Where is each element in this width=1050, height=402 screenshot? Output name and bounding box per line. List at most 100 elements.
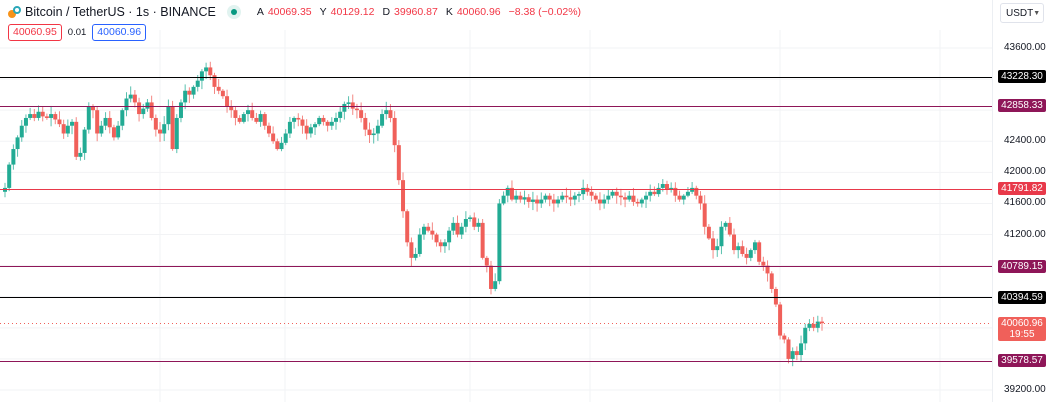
candle <box>589 186 594 202</box>
candle <box>447 226 452 251</box>
candle <box>216 79 221 95</box>
candle <box>380 109 385 128</box>
candle <box>782 333 787 344</box>
candle <box>547 193 552 207</box>
candle <box>116 121 121 140</box>
candle <box>271 126 276 144</box>
candle <box>484 255 489 273</box>
candle <box>287 116 292 138</box>
candle <box>723 221 728 231</box>
candle <box>120 108 125 131</box>
candle <box>233 107 238 126</box>
candle <box>535 195 540 212</box>
currency-dropdown[interactable]: USDT ▼ <box>1000 3 1044 23</box>
candle <box>778 301 783 340</box>
candle <box>572 192 577 206</box>
candle <box>539 192 544 208</box>
candle <box>44 113 49 120</box>
candle <box>405 209 410 247</box>
candle <box>392 111 397 153</box>
high-value: 40129.12 <box>330 6 375 18</box>
price-tick-label: 41600.00 <box>1004 197 1046 209</box>
level-price-label: 40394.59 <box>998 290 1046 304</box>
candle <box>752 239 757 254</box>
candle <box>367 122 372 144</box>
candle <box>497 199 502 285</box>
candle <box>727 217 732 237</box>
candle <box>158 122 163 142</box>
candle <box>346 96 351 110</box>
candle <box>317 115 322 127</box>
candle <box>187 87 192 103</box>
candle <box>442 239 447 253</box>
candle <box>350 94 355 115</box>
btc-usdt-logo-icon <box>8 5 21 19</box>
candle <box>333 112 338 130</box>
open-value: 40069.35 <box>267 6 312 18</box>
chart-area[interactable] <box>0 0 992 402</box>
candle <box>715 238 720 257</box>
candle <box>70 119 75 135</box>
candle <box>597 192 602 211</box>
candle <box>706 224 711 241</box>
price-tick-label: 43600.00 <box>1004 42 1046 53</box>
candle <box>811 316 816 332</box>
candle <box>635 198 640 207</box>
candle <box>744 247 749 265</box>
candle <box>560 191 565 203</box>
candle <box>254 112 259 124</box>
candle <box>124 92 129 117</box>
candle <box>7 162 12 192</box>
candle <box>463 211 468 233</box>
candle <box>719 221 724 255</box>
candle <box>28 107 33 121</box>
candle <box>170 100 175 151</box>
candle <box>262 112 267 130</box>
candle <box>639 197 644 208</box>
symbol-header: Bitcoin / TetherUS · 1s · BINANCE A 40069… <box>8 4 581 20</box>
candle <box>644 191 649 208</box>
candle <box>505 185 510 203</box>
candle <box>111 124 116 141</box>
buy-button[interactable]: 40060.96 <box>92 24 147 41</box>
symbol-title[interactable]: Bitcoin / TetherUS · 1s · BINANCE <box>25 5 216 19</box>
candle <box>371 128 376 144</box>
candle <box>618 188 623 206</box>
candle <box>401 172 406 218</box>
candle <box>321 115 326 126</box>
candle <box>757 240 762 266</box>
open-key: A <box>256 6 264 18</box>
candle <box>153 114 158 137</box>
sell-button[interactable]: 40060.95 <box>8 24 62 41</box>
candle <box>526 194 531 208</box>
candle <box>325 120 330 132</box>
level-price-label: 41791.82 <box>998 182 1046 196</box>
candle <box>593 193 598 204</box>
candle <box>174 114 179 154</box>
candle <box>258 110 263 127</box>
candle <box>472 212 477 231</box>
candle <box>606 189 611 204</box>
candle <box>509 180 514 202</box>
candle <box>199 69 204 90</box>
candle <box>530 191 535 211</box>
candle <box>576 191 581 203</box>
candle <box>673 182 678 202</box>
candle <box>803 323 808 351</box>
candle <box>23 114 28 133</box>
price-tick-label: 42000.00 <box>1004 166 1046 178</box>
candlestick-chart[interactable] <box>0 0 992 402</box>
candle <box>275 138 280 151</box>
candle <box>681 194 686 205</box>
candle <box>396 140 401 185</box>
close-value: 40060.96 <box>456 6 501 18</box>
candle <box>501 191 506 206</box>
candle <box>493 273 498 292</box>
candle <box>623 192 628 208</box>
candle <box>551 193 556 212</box>
candle <box>732 228 737 255</box>
quote-row: 40060.95 0.01 40060.96 <box>8 24 147 41</box>
candle <box>489 260 494 295</box>
candle <box>631 187 636 206</box>
currency-label: USDT <box>1006 7 1034 19</box>
